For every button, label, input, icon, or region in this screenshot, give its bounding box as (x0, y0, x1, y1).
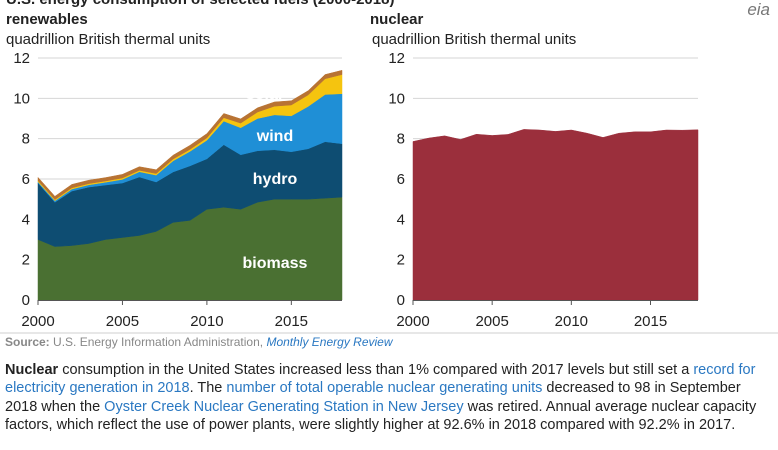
y-tick-label: 2 (397, 252, 405, 269)
nuclear-title: nuclear (370, 11, 424, 28)
x-tick-label: 2015 (634, 313, 667, 330)
series-label-solar: solar (246, 86, 284, 103)
x-tick-label: 2010 (190, 313, 223, 330)
y-tick-label: 4 (22, 211, 30, 228)
units-link[interactable]: number of total operable nuclear generat… (226, 380, 543, 397)
y-tick-label: 2 (22, 252, 30, 269)
nuclear-areas (412, 129, 699, 301)
renewables-units: quadrillion British thermal units (6, 31, 210, 48)
caption-text-4: was retired. Annual average nuclear capa… (5, 398, 757, 433)
y-tick-label: 12 (388, 50, 405, 67)
nuclear-axis: 0 2 4 6 8 10 12 2000 2005 2010 2015 (388, 50, 698, 330)
series-label-geothermal: geothermal (222, 64, 308, 81)
record-link[interactable]: record for electricity generation in 201… (5, 362, 756, 397)
x-tick-label: 2005 (475, 313, 508, 330)
y-tick-label: 8 (22, 131, 30, 148)
area-nuclear (412, 129, 699, 301)
x-tick-label: 2005 (106, 313, 139, 330)
y-tick-label: 0 (397, 292, 405, 309)
renewables-series-labels: biomass hydro wind solar geothermal (222, 64, 308, 272)
renewables-panel: renewables quadrillion British thermal u… (6, 11, 343, 330)
figure: U.S. energy consumption of selected fuel… (0, 0, 778, 349)
renewables-title: renewables (6, 11, 88, 28)
x-tick-label: 2000 (396, 313, 429, 330)
y-tick-label: 4 (397, 211, 405, 228)
caption-text-1: consumption in the United States increas… (58, 362, 694, 378)
source-text: U.S. Energy Information Administration, (50, 335, 267, 349)
caption: Nuclear consumption in the United States… (5, 361, 771, 450)
y-tick-label: 12 (13, 50, 30, 67)
y-tick-label: 8 (397, 131, 405, 148)
source-line: Source: U.S. Energy Information Administ… (5, 335, 394, 349)
x-tick-label: 2015 (275, 313, 308, 330)
series-label-hydro: hydro (253, 171, 298, 188)
renewables-axis: 0 2 4 6 8 10 12 2000 2005 2010 2015 (13, 50, 342, 330)
y-tick-label: 6 (397, 171, 405, 188)
series-label-wind: wind (256, 128, 293, 145)
y-tick-label: 10 (13, 90, 30, 107)
eia-logo: eia (747, 0, 770, 19)
y-tick-label: 0 (22, 292, 30, 309)
nuclear-units: quadrillion British thermal units (372, 31, 576, 48)
y-tick-label: 10 (388, 90, 405, 107)
figure-title: U.S. energy consumption of selected fuel… (6, 0, 394, 8)
x-tick-label: 2010 (555, 313, 588, 330)
series-label-biomass: biomass (243, 255, 308, 272)
caption-lead: Nuclear (5, 362, 59, 378)
area-geothermal (37, 69, 343, 200)
nuclear-panel: nuclear quadrillion British thermal unit… (370, 11, 699, 330)
caption-text-2: . The (189, 380, 227, 397)
x-tick-label: 2000 (21, 313, 54, 330)
source-prefix: Source: (5, 335, 50, 349)
y-tick-label: 6 (22, 171, 30, 188)
oyster-creek-link[interactable]: Oyster Creek Nuclear Generating Station … (104, 398, 464, 415)
renewables-areas (37, 69, 343, 301)
caption-text-3: decreased to 98 in September 2018 when t… (5, 380, 741, 415)
source-link: Monthly Energy Review (266, 335, 393, 349)
